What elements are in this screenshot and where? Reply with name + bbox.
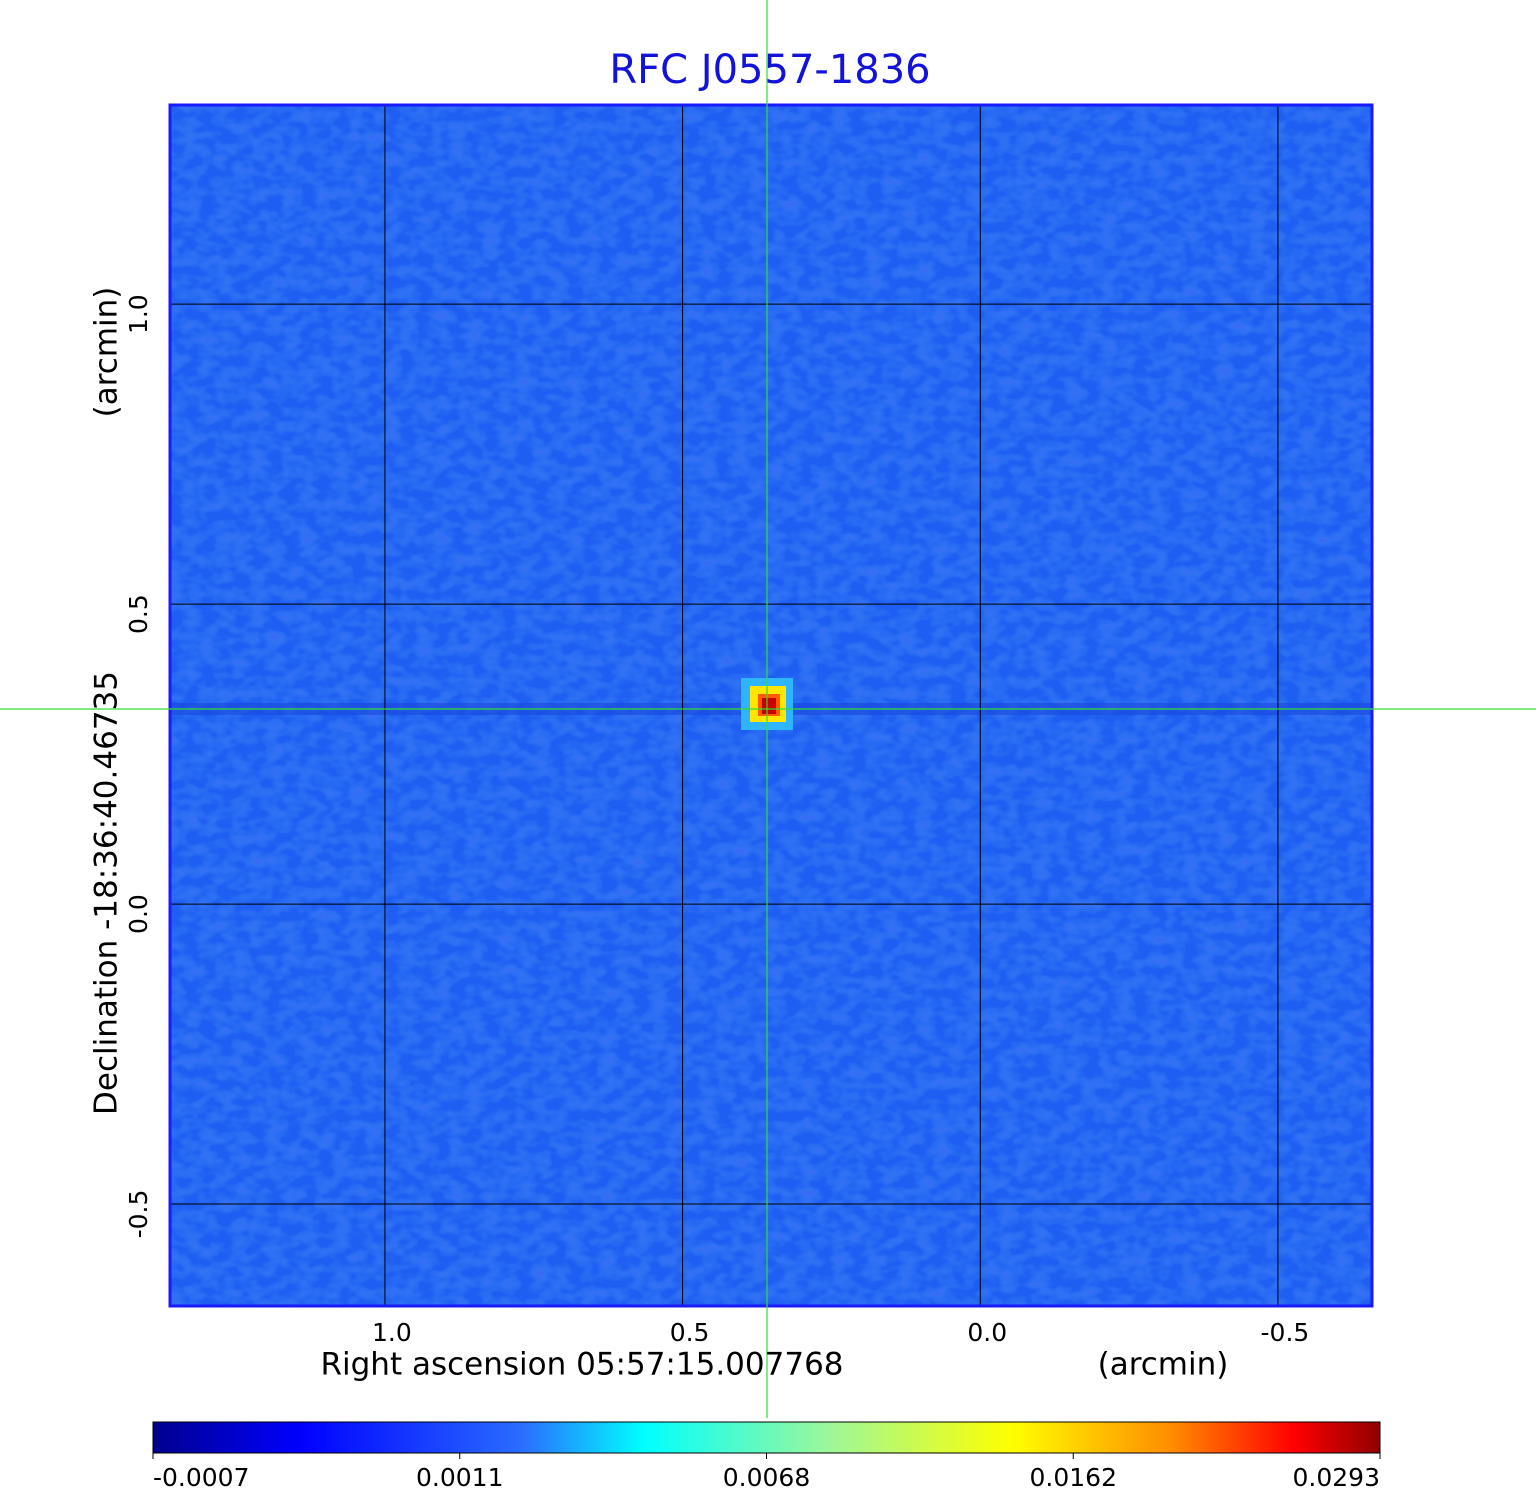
colorbar-tick-label: 0.0293 [1293, 1463, 1380, 1492]
y-tick-label: 0.0 [124, 894, 153, 934]
source-peak [762, 698, 776, 714]
x-tick-label: -0.5 [1261, 1318, 1310, 1347]
y-tick-label: -0.5 [124, 1190, 153, 1239]
grid [170, 105, 1372, 1306]
colorbar-tick-label: 0.0068 [723, 1463, 810, 1492]
x-axis-unit: (arcmin) [1098, 1347, 1229, 1383]
colorbar-tick-label: 0.0011 [416, 1463, 503, 1492]
chart-title: RFC J0557-1836 [609, 47, 930, 93]
y-tick-label: 0.5 [124, 594, 153, 634]
colorbar-tick-label: -0.0007 [153, 1463, 250, 1492]
y-axis-label: Declination -18:36:40.46735 [89, 671, 125, 1115]
y-tick-label: 1.0 [124, 294, 153, 334]
y-axis-unit: (arcmin) [89, 287, 125, 418]
colorbar-tick-label: 0.0162 [1030, 1463, 1117, 1492]
plot-frame [168, 103, 1374, 1308]
x-tick-label: 0.5 [670, 1318, 710, 1347]
x-tick-label: 0.0 [967, 1318, 1007, 1347]
colorbar [152, 1421, 1381, 1454]
x-axis-label: Right ascension 05:57:15.007768 [320, 1347, 843, 1383]
x-tick-label: 1.0 [372, 1318, 412, 1347]
image [170, 105, 1372, 1306]
